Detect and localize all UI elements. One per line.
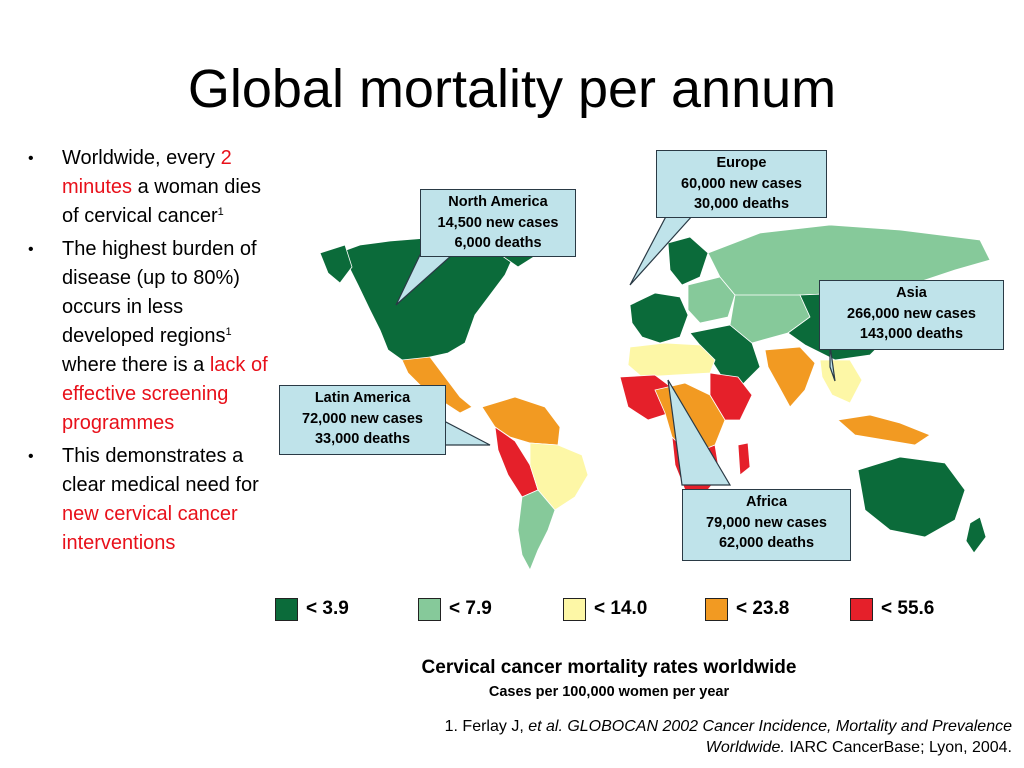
bullet-text: new cervical cancer interventions (62, 503, 238, 554)
bullet-list: • Worldwide, every 2 minutes a woman dies… (20, 144, 270, 562)
bullet-text: lack of effective screening programmes (62, 354, 268, 434)
page-title: Global mortality per annum (187, 59, 837, 119)
bullet-text: where there is a (62, 354, 210, 376)
legend-label: < 3.9 (306, 598, 349, 619)
map-region-europe-west (629, 292, 689, 344)
map-region-south-america-north (481, 396, 561, 446)
legend-item: < 14.0 (563, 596, 647, 622)
callout-deaths: 6,000 deaths (454, 235, 542, 251)
reference-suffix: IARC CancerBase; Lyon, 2004. (784, 739, 1012, 756)
legend-item: < 55.6 (850, 596, 934, 622)
legend-item: < 7.9 (418, 596, 492, 622)
bullet-text: 2 minutes (62, 147, 232, 198)
callout-region: Europe (716, 155, 767, 171)
legend-swatch (418, 597, 441, 621)
bullet-text: Worldwide, every (62, 147, 221, 169)
map-caption-title: Cervical cancer mortality rates worldwid… (421, 657, 797, 678)
bullet-marker: • (28, 150, 34, 167)
callout-latin-america: Latin America 72,000 new cases 33,000 de… (279, 385, 446, 455)
map-region-india (764, 346, 816, 408)
callout-africa: Africa 79,000 new cases 62,000 deaths (682, 489, 851, 561)
callout-region: Asia (896, 285, 927, 301)
reference-citation: 1. Ferlay J, et al. GLOBOCAN 2002 Cancer… (412, 716, 1012, 758)
footnote-ref: 1 (225, 326, 232, 338)
legend-item: < 3.9 (275, 596, 349, 622)
map-region-africa-north (627, 342, 716, 378)
pointer-asia (829, 344, 836, 382)
legend-swatch (275, 597, 298, 621)
reference-etal: et al. (528, 718, 563, 735)
callout-deaths: 62,000 deaths (718, 535, 815, 551)
legend-swatch (705, 597, 728, 621)
bullet-text: The highest burden of disease (up to 80%… (62, 238, 257, 347)
callout-north-america: North America 14,500 new cases 6,000 dea… (420, 189, 576, 257)
pointer-latin-america (441, 419, 491, 446)
callout-cases: 72,000 new cases (302, 410, 423, 427)
callout-cases: 266,000 new cases (847, 305, 976, 322)
legend-swatch (850, 597, 873, 621)
callout-europe: Europe 60,000 new cases 30,000 deaths (656, 150, 827, 218)
pointer-africa (667, 379, 732, 486)
map-region-africa-east (709, 372, 753, 421)
map-region-southeast-asia (819, 359, 863, 404)
callout-asia: Asia 266,000 new cases 143,000 deaths (819, 280, 1004, 350)
callout-deaths: 30,000 deaths (693, 196, 790, 212)
map-region-scandinavia (667, 236, 709, 286)
map-caption-subtitle: Cases per 100,000 women per year (488, 684, 730, 700)
bullet-item: • The highest burden of disease (up to 80… (20, 235, 270, 438)
bullet-item: • Worldwide, every 2 minutes a woman dies… (20, 144, 270, 231)
map-region-alaska (319, 244, 353, 284)
callout-cases: 60,000 new cases (681, 175, 802, 192)
legend-swatch (563, 597, 586, 621)
legend-label: < 14.0 (594, 598, 648, 619)
map-region-brazil (529, 442, 589, 511)
callout-cases: 14,500 new cases (437, 214, 559, 231)
legend-item: < 23.8 (705, 596, 789, 622)
callout-region: North America (448, 194, 548, 210)
reference-work: GLOBOCAN 2002 Cancer Incidence, Mortalit… (562, 718, 1012, 756)
legend-label: < 55.6 (881, 598, 935, 619)
footnote-ref: 1 (217, 206, 224, 218)
map-region-indonesia (837, 414, 931, 446)
bullet-text: a woman dies of cervical cancer (62, 176, 261, 227)
bullet-text: This demonstrates a clear medical need f… (62, 445, 259, 496)
bullet-marker: • (28, 241, 34, 258)
map-legend: < 3.9 < 7.9 < 14.0 < 23.8 < 55.6 (275, 596, 995, 622)
callout-cases: 79,000 new cases (706, 514, 827, 531)
bullet-item: • This demonstrates a clear medical need … (20, 442, 270, 558)
map-region-south-america-south (517, 489, 556, 571)
map-region-new-zealand (965, 516, 987, 554)
callout-deaths: 33,000 deaths (314, 431, 411, 447)
callout-region: Latin America (314, 390, 411, 406)
map-region-madagascar (737, 442, 751, 476)
callout-deaths: 143,000 deaths (859, 326, 964, 342)
callout-region: Africa (745, 494, 788, 510)
map-region-australia (857, 456, 966, 538)
legend-label: < 23.8 (736, 598, 790, 619)
bullet-marker: • (28, 448, 34, 465)
reference-prefix: 1. Ferlay J, (444, 718, 529, 735)
legend-label: < 7.9 (449, 598, 492, 619)
